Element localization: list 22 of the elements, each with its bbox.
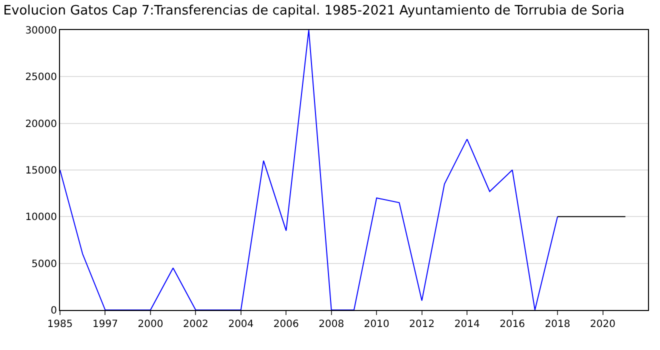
y-tick-label: 5000: [32, 258, 57, 270]
x-tick-label: 2002: [182, 319, 208, 330]
x-tick-label: 2010: [364, 319, 390, 330]
x-tick-label: 2012: [409, 319, 435, 330]
x-tick-label: 1985: [47, 319, 73, 330]
x-tick-label: 2016: [500, 319, 526, 330]
x-tick-label: 2006: [273, 319, 299, 330]
y-tick-label: 15000: [25, 166, 57, 176]
y-tick-label: 20000: [25, 118, 57, 130]
x-tick-label: 2004: [228, 319, 254, 330]
y-tick-label: 10000: [25, 212, 57, 224]
x-tick-label: 2008: [318, 319, 344, 330]
y-tick-label: 0: [50, 306, 57, 316]
x-tick-label: 2014: [454, 319, 480, 330]
chart-title: Evolucion Gatos Cap 7:Transferencias de capital. 1985-2021 Ayuntamiento de Torrubia de Soria: [3, 3, 625, 18]
x-tick-label: 2018: [544, 319, 570, 330]
y-tick-label: 25000: [25, 72, 57, 84]
y-tick-label: 30000: [25, 26, 57, 36]
x-tick-label: 2000: [138, 319, 164, 330]
x-tick-label: 2020: [590, 319, 616, 330]
line-series: [60, 30, 558, 310]
x-tick-label: 1997: [92, 319, 118, 330]
